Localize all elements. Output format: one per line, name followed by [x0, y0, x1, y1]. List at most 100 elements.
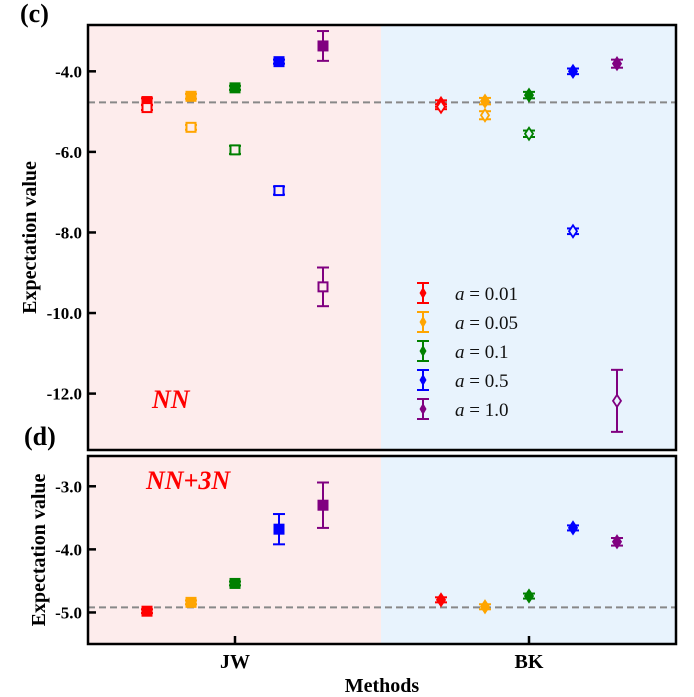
square-marker [229, 82, 241, 94]
square-marker [185, 90, 197, 102]
diamond-marker [567, 520, 579, 536]
diamond-marker [479, 107, 491, 123]
data-point-bk-filled [479, 599, 491, 615]
data-point-bk-filled [435, 592, 447, 608]
panel-c-y-ticks: -4.0 -6.0 -8.0 -10.0 -12.0 [47, 62, 96, 404]
legend-value: = 0.5 [469, 371, 508, 392]
data-point-jw-filled [317, 30, 329, 62]
data-point-bk-filled [567, 63, 579, 79]
data-point-jw-open [317, 266, 329, 308]
data-point-jw-filled [317, 481, 329, 529]
square-marker [141, 605, 153, 617]
y-tick-label: -10.0 [47, 304, 82, 323]
data-point-jw-filled [185, 90, 197, 102]
data-point-jw-filled [185, 596, 197, 608]
data-point-bk-filled [523, 87, 535, 103]
panel-c-annotation: NN [151, 385, 191, 414]
data-point-jw-open [229, 144, 241, 156]
panel-c-frame [86, 23, 678, 452]
legend-entry: a = 0.05 [417, 311, 518, 334]
y-tick-label: -4.0 [55, 540, 82, 559]
diamond-marker [611, 56, 623, 72]
legend-entry: a = 1.0 [417, 398, 508, 421]
data-point-bk-open [567, 223, 579, 239]
square-marker [229, 577, 241, 589]
x-tick-label: BK [515, 651, 544, 673]
data-point-bk-open [611, 368, 623, 433]
diamond-marker [479, 599, 491, 615]
legend-value: = 0.05 [469, 313, 518, 334]
data-point-bk-filled [523, 588, 535, 604]
diamond-marker [523, 588, 535, 604]
data-point-jw-filled [141, 605, 153, 617]
data-point-jw-filled [273, 56, 285, 68]
legend-label: a = 0.05 [455, 313, 518, 334]
legend-value: = 0.1 [469, 342, 508, 363]
data-point-jw-filled [273, 513, 285, 546]
legend-variable: a [455, 313, 469, 334]
diamond-marker [523, 87, 535, 103]
panel-c-y-axis-title: Expectation value [19, 161, 41, 314]
legend-label: a = 0.5 [455, 371, 508, 392]
data-point-bk-filled [479, 93, 491, 109]
legend-label: a = 0.01 [455, 284, 518, 305]
square-marker [317, 40, 329, 52]
data-point-bk-open [435, 99, 447, 115]
legend-value: = 0.01 [469, 284, 518, 305]
legend-marker [419, 345, 427, 357]
panel-d-y-axis-title: Expectation value [28, 473, 50, 626]
square-marker [317, 499, 329, 511]
legend-variable: a [455, 284, 469, 305]
legend-marker [419, 316, 427, 328]
x-tick-label: JW [220, 651, 250, 673]
diamond-marker [611, 534, 623, 550]
data-point-bk-filled [611, 534, 623, 550]
legend-entry: a = 0.01 [417, 282, 518, 305]
square-marker [141, 102, 153, 114]
y-tick-label: -5.0 [55, 603, 82, 622]
y-tick-label: -8.0 [55, 223, 82, 242]
panel-d-data-marks [141, 481, 623, 617]
diamond-marker [479, 93, 491, 109]
data-point-bk-filled [611, 56, 623, 72]
legend-value: = 1.0 [469, 400, 508, 421]
diamond-marker [611, 393, 623, 409]
data-point-jw-open [141, 102, 153, 114]
data-point-jw-filled [229, 577, 241, 589]
data-point-jw-open [185, 121, 197, 133]
legend-label: a = 0.1 [455, 342, 508, 363]
y-tick-label: -4.0 [55, 62, 82, 81]
y-tick-label: -3.0 [55, 477, 82, 496]
panel-d-y-ticks: -3.0 -4.0 -5.0 [55, 477, 96, 622]
y-tick-label: -6.0 [55, 143, 82, 162]
y-tick-label: -12.0 [47, 385, 82, 404]
legend-variable: a [455, 342, 469, 363]
data-point-bk-open [523, 126, 535, 142]
square-marker [185, 596, 197, 608]
diamond-marker [523, 126, 535, 142]
data-point-bk-open [479, 107, 491, 123]
diamond-marker [567, 63, 579, 79]
diamond-marker [567, 223, 579, 239]
panel-c-label: (c) [20, 0, 49, 28]
square-marker [317, 281, 329, 293]
data-point-jw-filled [229, 82, 241, 94]
data-point-bk-filled [567, 520, 579, 536]
panel-c-data-marks [141, 30, 623, 433]
panel-d: -3.0 -4.0 -5.0 JW BK (d) NN+3N Expectation … [24, 422, 678, 697]
legend-label: a = 1.0 [455, 400, 508, 421]
panel-d-jw-background [88, 456, 381, 644]
panel-d-label: (d) [24, 422, 56, 451]
legend-entry: a = 0.1 [417, 340, 508, 363]
square-marker [185, 121, 197, 133]
legend-entry: a = 0.5 [417, 369, 508, 392]
x-axis-title: Methods [345, 675, 420, 697]
square-marker [229, 144, 241, 156]
legend-variable: a [455, 400, 469, 421]
legend-marker [419, 374, 427, 386]
legend-marker [419, 287, 427, 299]
panel-c-jw-background [88, 25, 381, 450]
square-marker [273, 185, 285, 197]
diamond-marker [435, 99, 447, 115]
